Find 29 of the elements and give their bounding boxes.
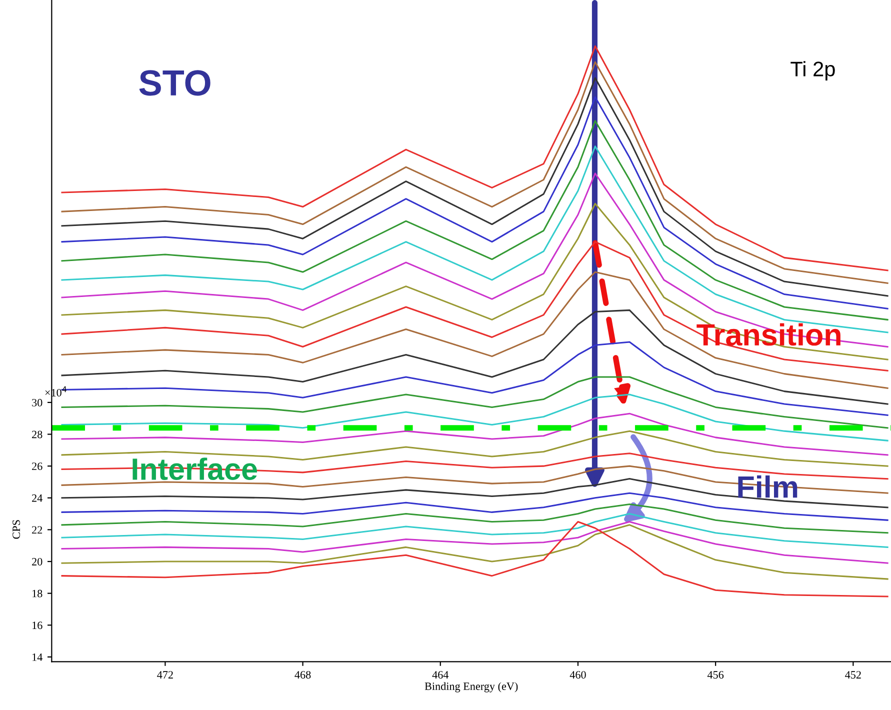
annotation: STO: [139, 70, 210, 96]
line-series: [61, 503, 888, 534]
line-series: [61, 524, 888, 580]
x-tick-label: 452: [845, 671, 861, 679]
y-tick-label: 14: [32, 653, 42, 661]
x-tick-label: 468: [294, 671, 311, 679]
line-series: [61, 520, 888, 598]
line-series: [61, 172, 888, 348]
line-series: [61, 376, 888, 429]
x-tick-label: 460: [570, 671, 586, 679]
y-tick-label: 30: [32, 398, 42, 406]
y-tick-label: 26: [32, 462, 42, 470]
y-axis-title: CPS: [12, 520, 20, 539]
line-series: [61, 241, 888, 372]
line-series: [61, 412, 888, 456]
x-tick-label: 456: [707, 671, 724, 679]
y-tick-label: 16: [32, 622, 42, 630]
x-axis-title: Binding Energy (eV): [424, 682, 518, 692]
y-tick-label: 18: [32, 590, 42, 598]
y-tick-label: 28: [32, 430, 42, 438]
x-tick-label: 472: [157, 671, 173, 678]
y-tick-label: 20: [32, 558, 42, 566]
annotation: Ti 2p: [790, 61, 835, 81]
y-tick-label: 22: [32, 526, 42, 534]
x-tick-label: 464: [432, 671, 449, 679]
line-series: [61, 202, 888, 360]
y-tick-label: 24: [32, 494, 42, 502]
line-series: [61, 120, 888, 320]
line-series: [61, 309, 888, 405]
